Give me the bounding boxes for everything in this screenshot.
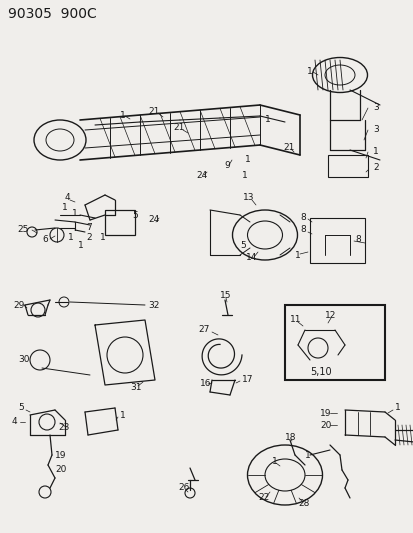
Text: 13: 13 bbox=[242, 193, 254, 203]
Text: 14: 14 bbox=[245, 254, 257, 262]
Text: 90305  900C: 90305 900C bbox=[8, 7, 97, 21]
Text: 1: 1 bbox=[100, 233, 105, 243]
Text: 27: 27 bbox=[197, 326, 209, 335]
Text: 1: 1 bbox=[72, 208, 78, 217]
Text: 6: 6 bbox=[42, 236, 47, 245]
Text: 21: 21 bbox=[173, 124, 184, 133]
Text: 9: 9 bbox=[223, 161, 229, 171]
Text: 1: 1 bbox=[120, 410, 126, 419]
Text: 7: 7 bbox=[86, 222, 92, 231]
Text: 31: 31 bbox=[130, 384, 141, 392]
Text: 21: 21 bbox=[282, 143, 294, 152]
Text: 1: 1 bbox=[78, 241, 83, 251]
Bar bbox=[284, 305, 384, 380]
Text: 1: 1 bbox=[242, 171, 247, 180]
Text: 11: 11 bbox=[289, 316, 301, 325]
Text: 1: 1 bbox=[68, 232, 74, 241]
Text: 25: 25 bbox=[17, 225, 28, 235]
Text: 21: 21 bbox=[147, 108, 159, 117]
Text: 16: 16 bbox=[199, 378, 211, 387]
Text: 5: 5 bbox=[18, 403, 24, 413]
Text: 20: 20 bbox=[319, 421, 330, 430]
Text: 28: 28 bbox=[297, 498, 309, 507]
Text: 20: 20 bbox=[55, 465, 66, 474]
Text: 1: 1 bbox=[372, 148, 378, 157]
Bar bbox=[327, 155, 367, 177]
Text: 8: 8 bbox=[299, 214, 305, 222]
Text: 5,10: 5,10 bbox=[309, 367, 331, 377]
Text: 8: 8 bbox=[299, 225, 305, 235]
Text: 3: 3 bbox=[372, 125, 378, 134]
Text: 32: 32 bbox=[147, 301, 159, 310]
Text: 5: 5 bbox=[240, 240, 245, 249]
Text: 24: 24 bbox=[195, 172, 207, 181]
Text: 1: 1 bbox=[271, 457, 277, 466]
Text: 8: 8 bbox=[354, 236, 360, 245]
Text: 30: 30 bbox=[19, 356, 30, 365]
Text: 1: 1 bbox=[294, 251, 300, 260]
Text: 24: 24 bbox=[147, 215, 159, 224]
Text: 1: 1 bbox=[306, 68, 312, 77]
Text: 26: 26 bbox=[178, 483, 189, 492]
Text: 1: 1 bbox=[62, 203, 68, 212]
Text: 17: 17 bbox=[242, 376, 253, 384]
Text: 19: 19 bbox=[55, 450, 66, 459]
Text: 19: 19 bbox=[319, 408, 331, 417]
Text: 12: 12 bbox=[324, 311, 335, 320]
Text: 23: 23 bbox=[58, 423, 69, 432]
Text: 4: 4 bbox=[12, 417, 18, 426]
Bar bbox=[309, 218, 364, 263]
Text: 1: 1 bbox=[304, 451, 310, 461]
Text: 1: 1 bbox=[264, 116, 270, 125]
Text: 1: 1 bbox=[244, 156, 250, 165]
Text: 22: 22 bbox=[257, 494, 268, 503]
Text: 2: 2 bbox=[86, 232, 91, 241]
Text: 1: 1 bbox=[120, 110, 126, 119]
Text: 18: 18 bbox=[284, 432, 296, 441]
Text: 29: 29 bbox=[13, 301, 24, 310]
Text: 3: 3 bbox=[372, 103, 378, 112]
Text: 4: 4 bbox=[65, 193, 71, 203]
Text: 15: 15 bbox=[219, 292, 231, 301]
Bar bbox=[105, 210, 135, 235]
Text: 5: 5 bbox=[132, 211, 138, 220]
Text: 2: 2 bbox=[372, 164, 378, 173]
Text: 1: 1 bbox=[394, 403, 400, 413]
